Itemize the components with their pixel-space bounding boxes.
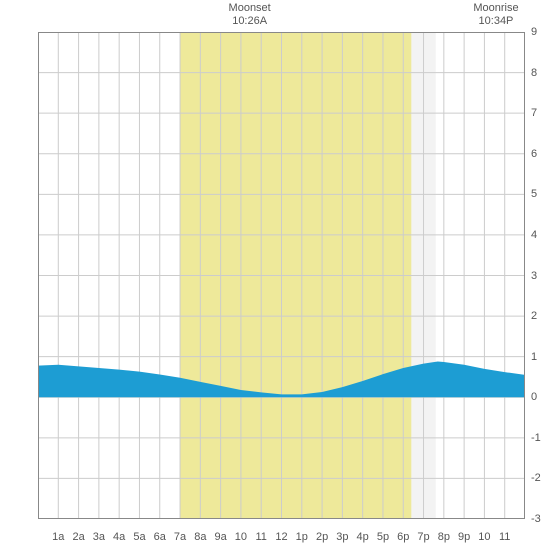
moonrise-title: Moonrise bbox=[473, 2, 518, 15]
x-axis-tick: 8p bbox=[438, 531, 450, 543]
y-axis-tick: 6 bbox=[531, 148, 537, 160]
y-axis-tick: -1 bbox=[531, 432, 541, 444]
x-axis-tick: 10 bbox=[235, 531, 247, 543]
moonset-label: Moonset 10:26A bbox=[229, 2, 271, 28]
y-axis-tick: 5 bbox=[531, 188, 537, 200]
x-axis-tick: 6a bbox=[154, 531, 166, 543]
y-axis-tick: -3 bbox=[531, 513, 541, 525]
y-axis-tick: 2 bbox=[531, 310, 537, 322]
x-axis-tick: 7a bbox=[174, 531, 186, 543]
x-axis-tick: 11 bbox=[499, 531, 510, 543]
x-axis-tick: 2a bbox=[72, 531, 84, 543]
x-axis-tick: 12 bbox=[275, 531, 287, 543]
x-axis-tick: 1p bbox=[296, 531, 308, 543]
moonset-title: Moonset bbox=[229, 2, 271, 15]
chart-container: -3-2-101234567891a2a3a4a5a6a7a8a9a101112… bbox=[0, 0, 550, 550]
x-axis-tick: 3p bbox=[336, 531, 348, 543]
x-axis-tick: 6p bbox=[397, 531, 409, 543]
y-axis-tick: 0 bbox=[531, 391, 537, 403]
x-axis-tick: 11 bbox=[255, 531, 266, 543]
x-axis-tick: 9p bbox=[458, 531, 470, 543]
x-axis-tick: 3a bbox=[93, 531, 105, 543]
moonrise-time: 10:34P bbox=[473, 15, 518, 28]
x-axis-tick: 5a bbox=[133, 531, 145, 543]
x-axis-tick: 5p bbox=[377, 531, 389, 543]
x-axis-tick: 9a bbox=[215, 531, 227, 543]
y-axis-tick: 3 bbox=[531, 270, 537, 282]
y-axis-tick: 4 bbox=[531, 229, 537, 241]
y-axis-tick: 1 bbox=[531, 351, 537, 363]
moonrise-label: Moonrise 10:34P bbox=[473, 2, 518, 28]
x-axis-tick: 4p bbox=[357, 531, 369, 543]
moonset-time: 10:26A bbox=[229, 15, 271, 28]
x-axis-tick: 2p bbox=[316, 531, 328, 543]
y-axis-tick: 9 bbox=[531, 26, 537, 38]
x-axis-tick: 7p bbox=[417, 531, 429, 543]
y-axis-tick: 7 bbox=[531, 107, 537, 119]
x-axis-tick: 8a bbox=[194, 531, 206, 543]
y-axis-tick: -2 bbox=[531, 472, 541, 484]
x-axis-tick: 10 bbox=[478, 531, 490, 543]
y-axis-tick: 8 bbox=[531, 67, 537, 79]
x-axis-tick: 4a bbox=[113, 531, 125, 543]
plot-area: -3-2-101234567891a2a3a4a5a6a7a8a9a101112… bbox=[38, 32, 525, 519]
chart-svg bbox=[38, 32, 525, 519]
x-axis-tick: 1a bbox=[52, 531, 64, 543]
